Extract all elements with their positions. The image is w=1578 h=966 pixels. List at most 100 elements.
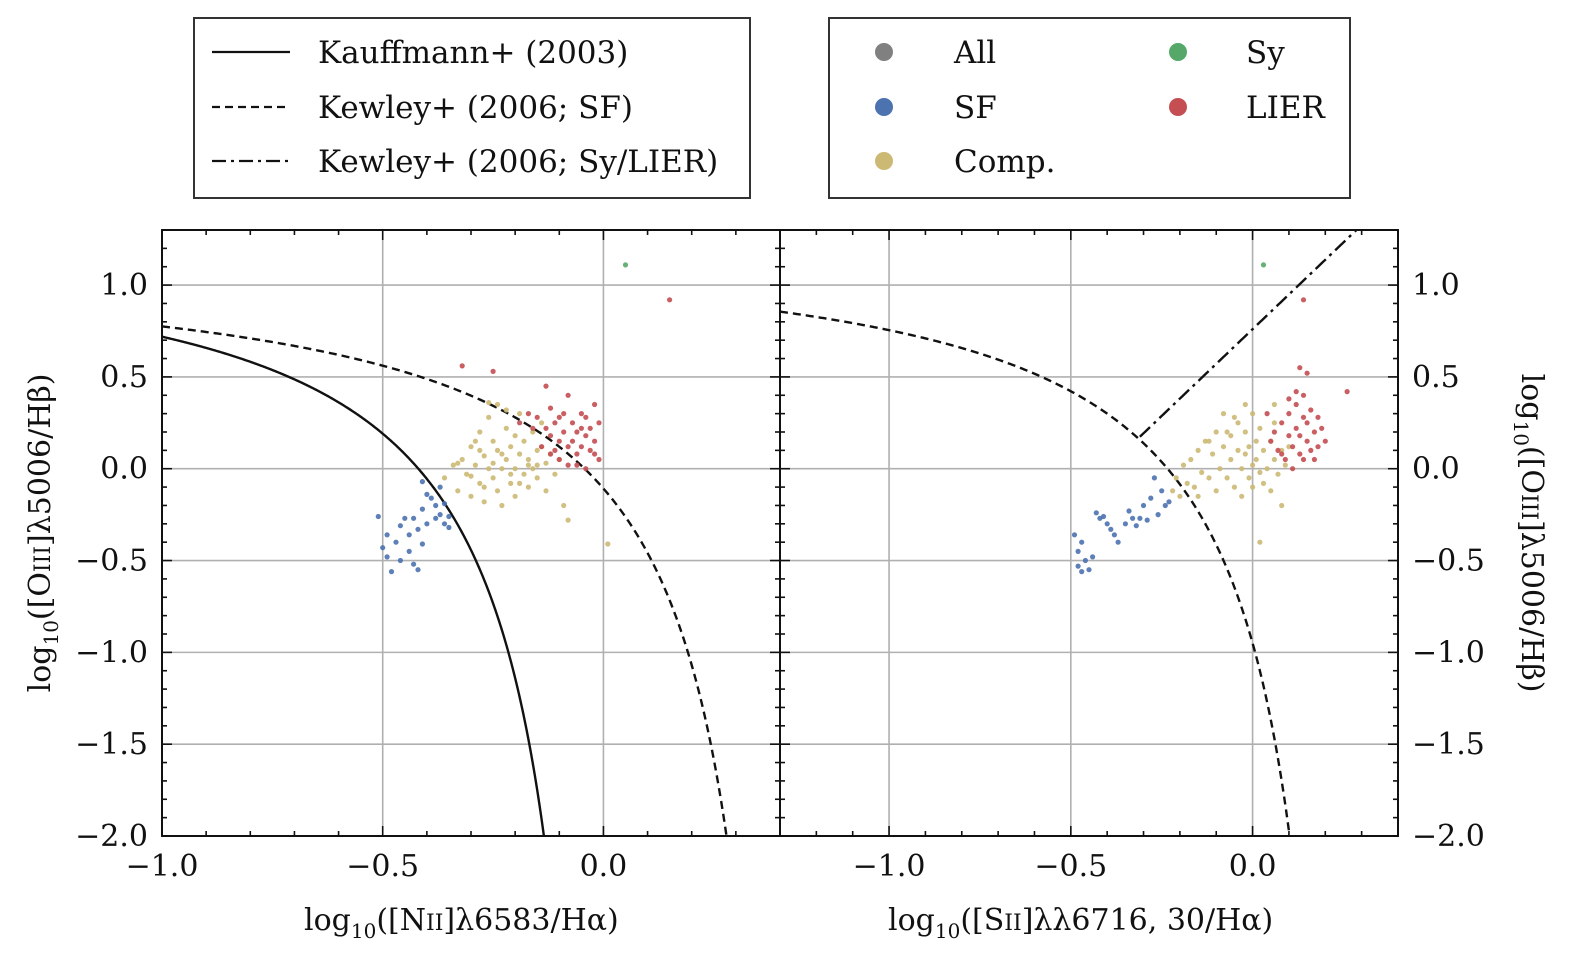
point-comp xyxy=(455,488,461,494)
point-sf xyxy=(1144,517,1150,523)
point-lier xyxy=(547,433,554,439)
point-comp xyxy=(1213,488,1219,494)
point-lier xyxy=(569,438,576,444)
point-comp xyxy=(494,401,501,408)
point-lier xyxy=(547,451,554,457)
point-sf xyxy=(415,567,421,573)
point-comp xyxy=(1257,539,1263,545)
point-lier xyxy=(1300,297,1307,303)
point-sf xyxy=(1115,539,1121,545)
point-comp xyxy=(450,462,456,468)
point-sf xyxy=(1104,521,1110,527)
y-tick-label: −1.0 xyxy=(1412,635,1485,670)
point-sf xyxy=(428,495,434,501)
point-comp xyxy=(477,447,483,453)
point-sf xyxy=(388,569,395,575)
point-lier xyxy=(583,414,589,420)
point-lier xyxy=(1300,414,1307,420)
point-comp xyxy=(508,480,514,486)
legend-marker-comp xyxy=(875,152,893,170)
point-comp xyxy=(1220,444,1227,450)
x-tick-label: −1.0 xyxy=(853,849,926,884)
point-comp xyxy=(1264,466,1270,472)
point-comp xyxy=(499,502,505,509)
y-tick-label: −0.5 xyxy=(75,544,148,579)
point-comp xyxy=(512,466,518,472)
legend-label-kewley-sy-lier: Kewley+ (2006; Sy/LIER) xyxy=(318,144,718,180)
legend-label-all: All xyxy=(953,35,996,71)
point-sf xyxy=(1075,548,1081,555)
point-comp xyxy=(503,456,509,463)
point-sf xyxy=(1130,515,1136,521)
point-sf xyxy=(380,545,386,551)
point-comp xyxy=(534,447,540,453)
point-sf xyxy=(1090,554,1096,560)
point-comp xyxy=(477,480,483,486)
point-sf xyxy=(393,539,399,545)
grid xyxy=(780,230,1398,837)
point-comp xyxy=(1191,484,1197,490)
legend-label-lier: LIER xyxy=(1246,90,1326,126)
point-sf xyxy=(1082,557,1088,564)
point-lier xyxy=(583,433,589,439)
point-lier xyxy=(1304,438,1310,444)
point-comp xyxy=(534,475,540,481)
point-comp xyxy=(1271,456,1277,463)
point-comp xyxy=(499,451,505,457)
point-sf xyxy=(375,513,381,520)
point-sf xyxy=(1108,526,1114,532)
y-tick-label: 0.5 xyxy=(100,360,148,395)
point-sf xyxy=(437,511,443,518)
point-sf xyxy=(1079,569,1085,575)
point-sf xyxy=(1126,508,1132,514)
point-comp xyxy=(1260,480,1267,486)
point-lier xyxy=(1344,389,1350,395)
y-tick-label: −1.5 xyxy=(75,727,148,762)
point-lier xyxy=(1315,444,1321,450)
point-comp xyxy=(525,484,532,490)
point-comp xyxy=(1206,475,1212,481)
point-lier xyxy=(574,462,580,468)
point-sf xyxy=(433,502,439,509)
point-lier xyxy=(1293,401,1299,408)
point-lier xyxy=(1290,466,1296,472)
point-sf xyxy=(1075,563,1081,569)
point-lier xyxy=(1300,392,1307,398)
x-tick-label: −0.5 xyxy=(346,849,419,884)
point-comp xyxy=(1224,475,1230,481)
point-lier xyxy=(587,447,593,453)
point-comp xyxy=(543,460,549,466)
point-comp xyxy=(543,488,549,494)
point-comp xyxy=(508,471,514,477)
point-comp xyxy=(565,517,571,523)
x-tick-label: −1.0 xyxy=(126,849,199,884)
point-sf xyxy=(441,501,448,507)
point-comp xyxy=(490,460,496,466)
svg-text:log10([NII]λ6583/Hα): log10([NII]λ6583/Hα) xyxy=(304,903,619,943)
point-comp xyxy=(1246,444,1252,450)
point-comp xyxy=(1206,438,1212,444)
point-comp xyxy=(1250,462,1256,468)
point-lier xyxy=(547,405,554,411)
point-comp xyxy=(1242,451,1248,457)
point-sf xyxy=(419,506,425,512)
point-comp xyxy=(517,451,523,457)
point-lier xyxy=(569,420,576,426)
point-sf xyxy=(1086,567,1092,573)
point-comp xyxy=(481,453,487,459)
point-lier xyxy=(1311,456,1317,463)
kewley-sf-curve xyxy=(162,325,728,836)
point-comp xyxy=(1199,469,1205,475)
point-lier xyxy=(1271,429,1277,435)
point-lier xyxy=(574,429,580,435)
kewley-sf-curve xyxy=(780,310,1291,836)
point-comp xyxy=(1180,462,1187,468)
point-comp xyxy=(1231,484,1237,490)
point-lier xyxy=(1319,425,1325,431)
point-comp xyxy=(486,400,492,406)
point-lier xyxy=(1268,438,1274,444)
point-comp xyxy=(1217,466,1223,472)
right-ylabel: log10([OIII]λ5006/Hβ) xyxy=(1509,374,1549,693)
point-lier xyxy=(543,383,549,389)
